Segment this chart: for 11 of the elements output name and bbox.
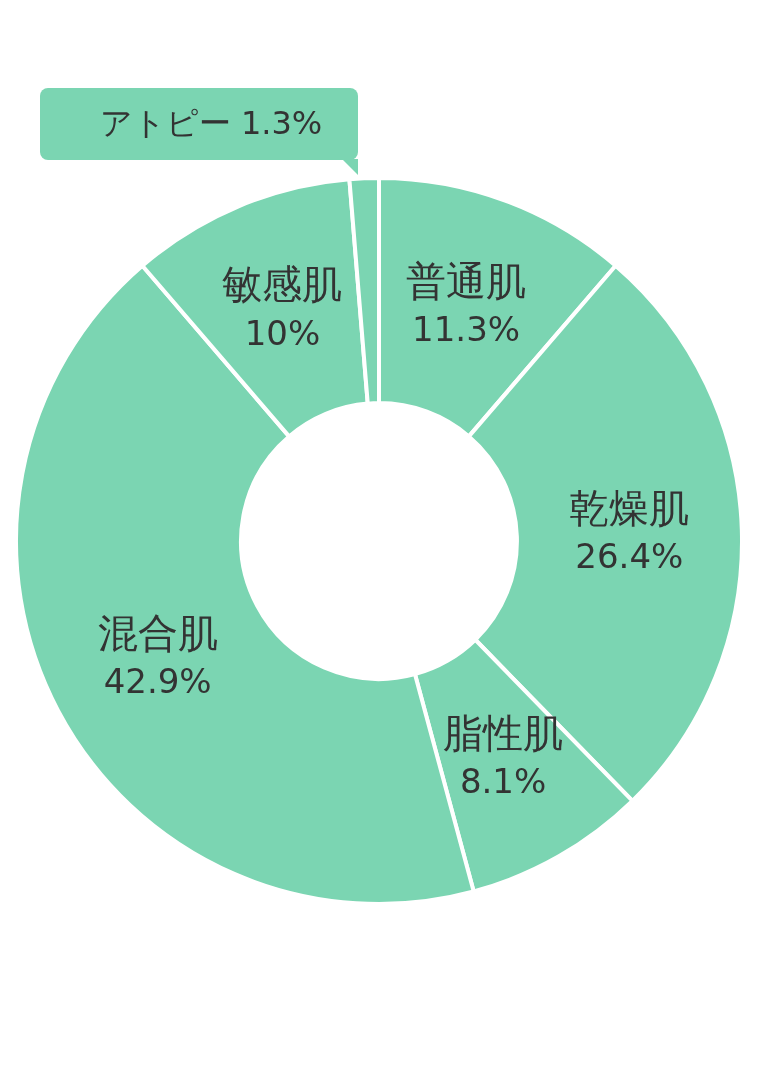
data-label: 11.3%: [412, 308, 521, 349]
data-label: 42.9%: [103, 661, 212, 702]
slice-label: 普通肌: [406, 257, 527, 304]
slice-label: 敏感肌: [222, 261, 343, 308]
data-label: 10%: [244, 312, 321, 353]
slice-label: 混合肌: [97, 609, 218, 656]
data-label: 8.1%: [459, 761, 547, 802]
data-label: 26.4%: [575, 535, 684, 576]
slice-label: 乾燥肌: [569, 484, 690, 531]
slice-label: アトピー 1.3%: [40, 88, 359, 161]
slice-label: 脂性肌: [443, 709, 564, 756]
